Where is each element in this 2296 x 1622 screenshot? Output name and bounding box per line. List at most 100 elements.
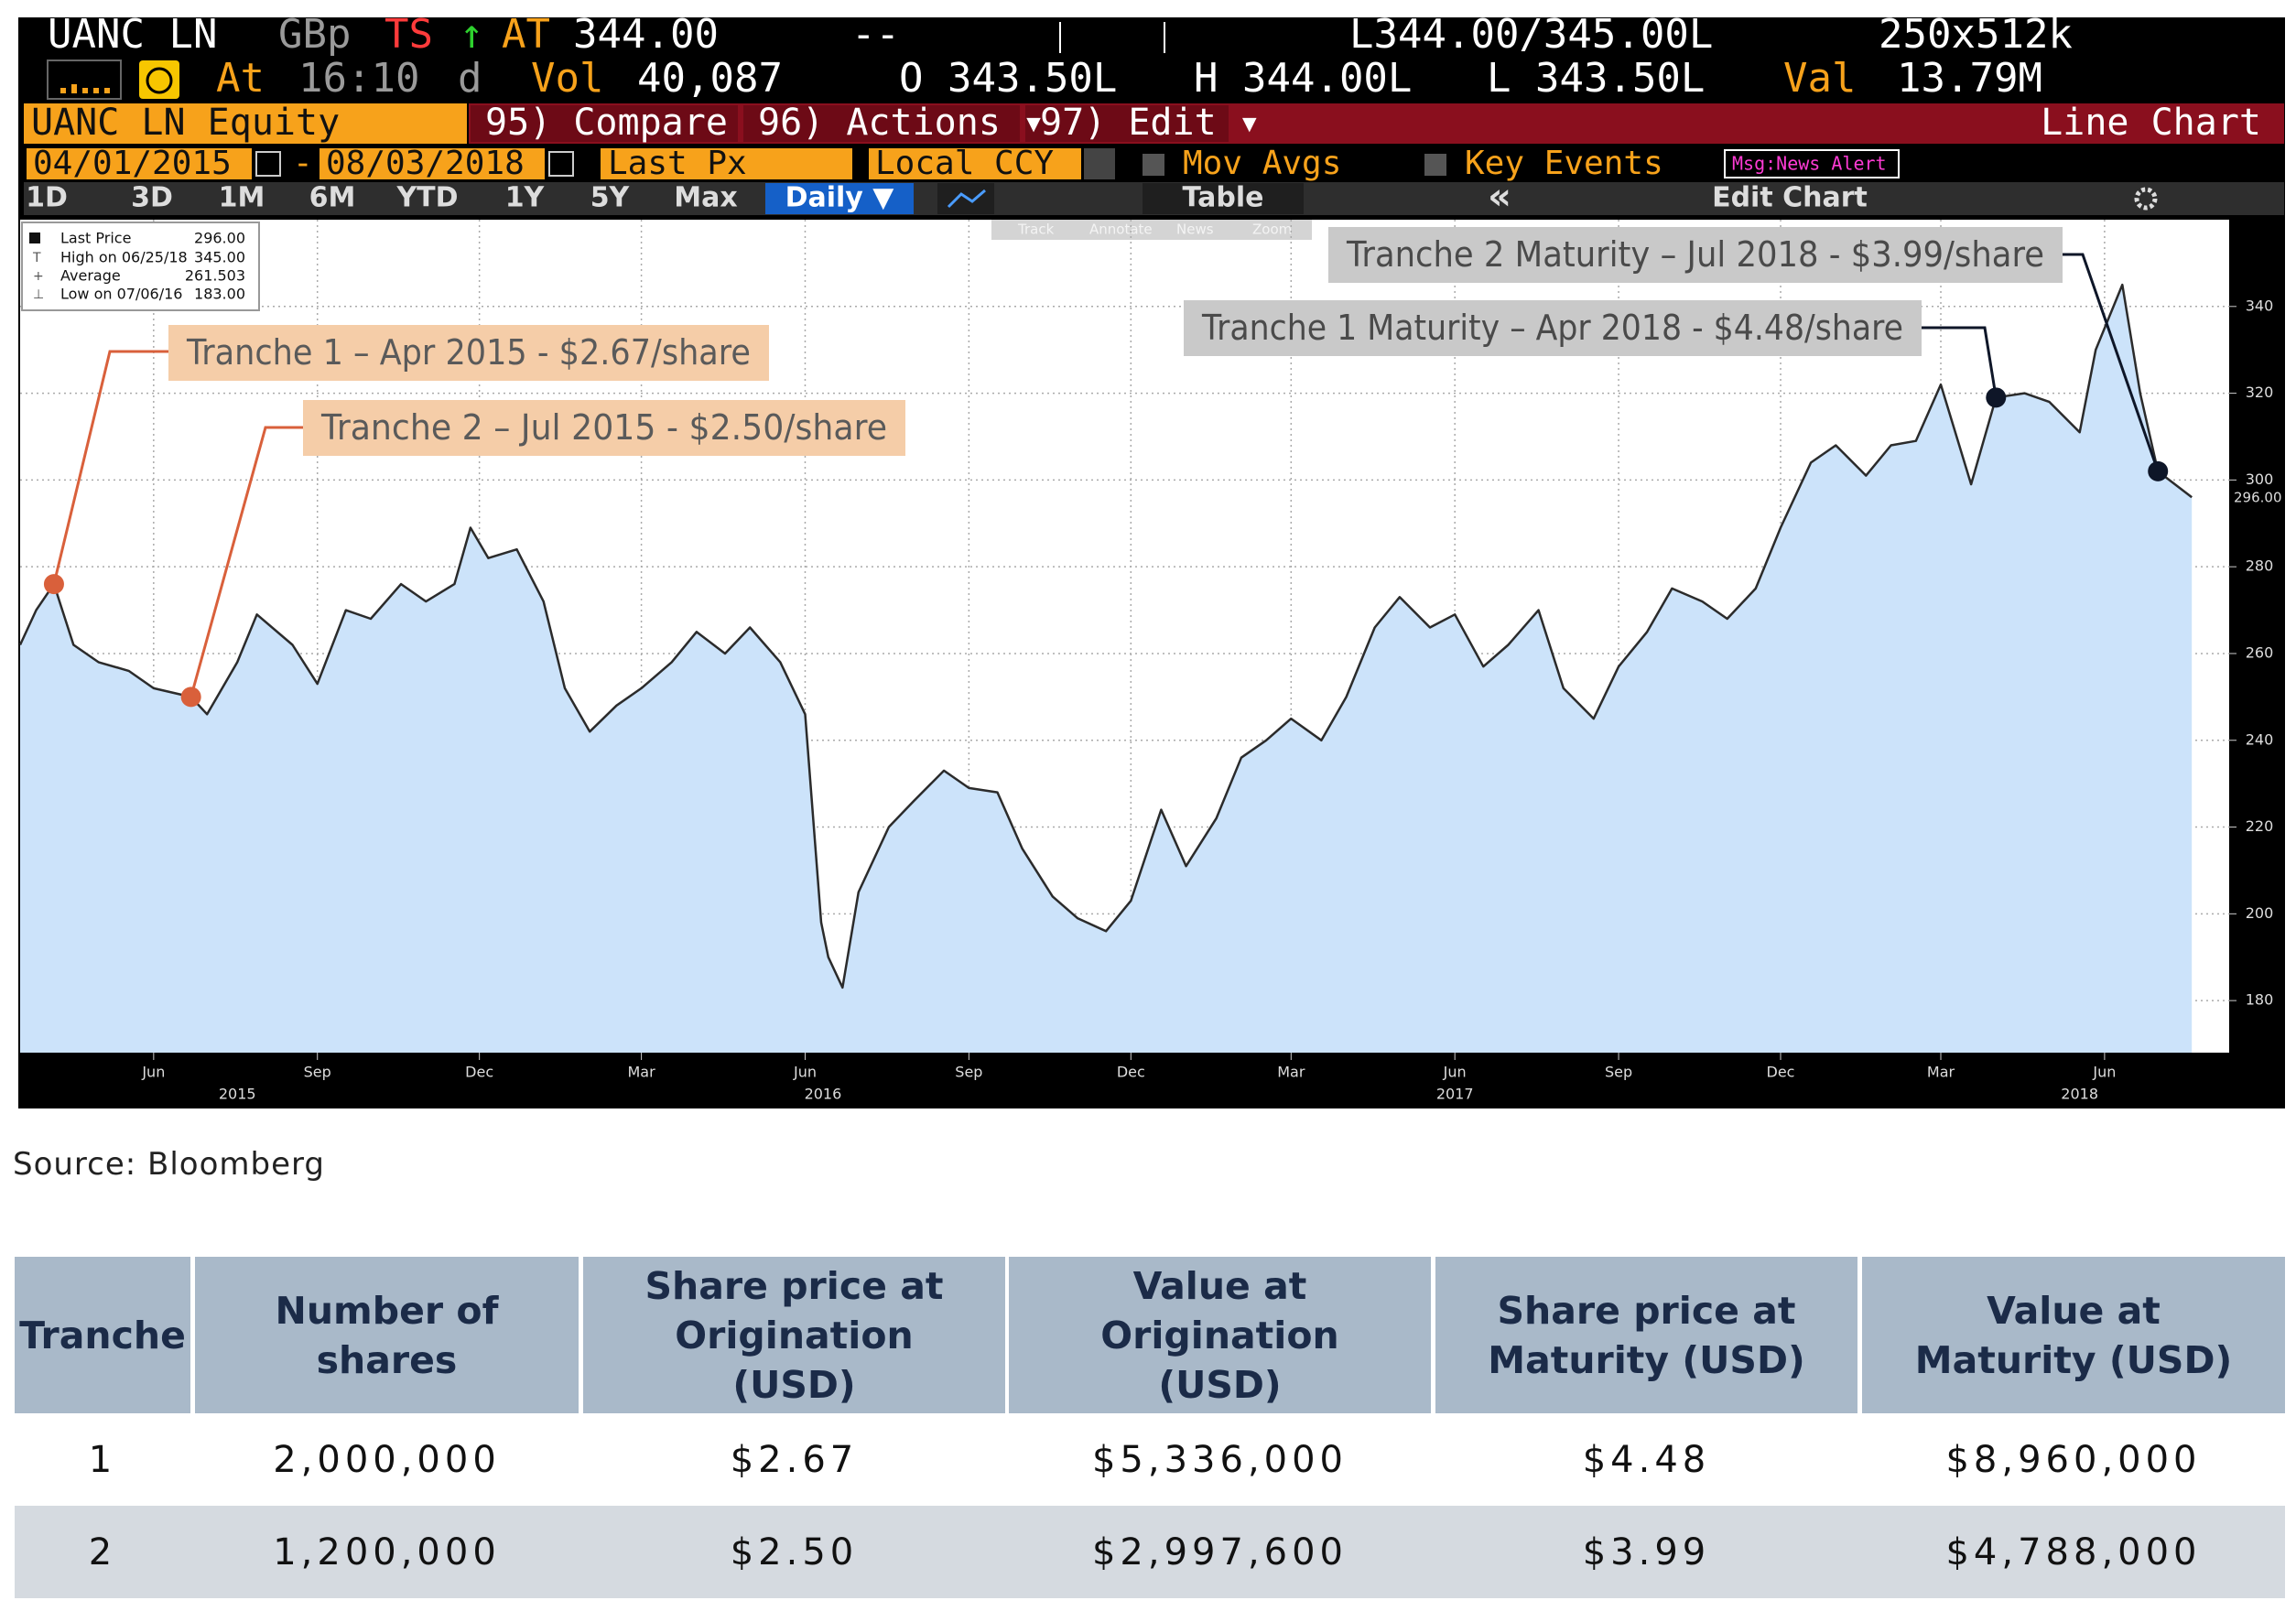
d: d (458, 55, 482, 102)
start-date-field[interactable] (27, 148, 252, 179)
currency: GBp (278, 11, 351, 58)
annotation-text: Tranche 2 – Jul 2015 - $2.50/share (320, 407, 887, 448)
ccy-dropdown[interactable] (1084, 148, 1115, 179)
table-header-cell: Number of shares (195, 1257, 579, 1413)
annotation-dot (180, 687, 201, 708)
period-button[interactable] (765, 183, 914, 214)
chart-tools: Track Annotate News Zoom (991, 220, 1312, 240)
mov-avgs-checkbox[interactable] (1143, 154, 1164, 176)
settings-gear[interactable] (2134, 187, 2158, 211)
table-cell: $5,336,000 (1009, 1413, 1431, 1506)
table-cell: $2,997,600 (1009, 1506, 1431, 1598)
field-select[interactable] (601, 148, 852, 179)
ccy: Local CCY (875, 145, 1054, 182)
range-button[interactable]: YTD (395, 182, 458, 214)
alert-icon-glyph (146, 67, 173, 94)
x-tick-label: Sep (955, 1064, 982, 1081)
chart-tool[interactable]: Track (1017, 222, 1055, 238)
vol: 40,087 (637, 55, 783, 102)
security-field-text: UANC LN Equity (31, 102, 340, 144)
quote-bar: At 16:10 d Vol 40,087 O 343.50L H 344.00… (216, 55, 2042, 102)
at-label: AT (502, 11, 550, 58)
range-button[interactable]: 3D (131, 182, 173, 214)
year-label: 2018 (2061, 1086, 2098, 1103)
range-button[interactable]: 1Y (505, 182, 546, 214)
year-label: 2017 (1436, 1086, 1474, 1103)
x-tick-label: Mar (628, 1064, 656, 1081)
x-tick-label: Jun (141, 1064, 165, 1081)
table-cell: $4.48 (1435, 1413, 1857, 1506)
field: Last Px (608, 145, 747, 182)
edit-button[interactable] (1025, 105, 1229, 142)
annotation-leader (52, 350, 168, 585)
tools-strip (991, 220, 1312, 240)
compare: 95) Compare (485, 102, 728, 144)
menu-texts: UANC LN Equity 95) Compare 96) Actions ▾… (31, 102, 2261, 144)
legend-glyph: T (32, 251, 41, 265)
annotation-dot (43, 574, 64, 595)
year-label: 2016 (805, 1086, 842, 1103)
val: 13.79M (1897, 55, 2042, 102)
security: UANC LN (48, 11, 217, 58)
open: O 343.50L (899, 55, 1117, 102)
table-cell: 2 (15, 1506, 190, 1598)
line-icon (947, 189, 986, 209)
calendar-icon[interactable] (255, 151, 281, 177)
table-cell: 1,200,000 (195, 1506, 579, 1598)
legend-label: Low on 07/06/16 (60, 286, 182, 303)
y-tick-label: 260 (2246, 643, 2274, 661)
y-tick-label: 220 (2246, 817, 2274, 835)
legend-label: Last Price (60, 230, 131, 247)
last-value-label: 296.00 (2234, 490, 2282, 506)
chart-tool[interactable]: Annotate (1089, 222, 1153, 238)
table-cell: 1 (15, 1413, 190, 1506)
actions-button[interactable] (743, 105, 1020, 142)
table-cell: $3.99 (1435, 1506, 1857, 1598)
calendar-icon[interactable] (548, 151, 574, 177)
news-alert-box[interactable] (1724, 149, 1900, 178)
ccy-select[interactable] (869, 148, 1081, 179)
annotation-leader (2063, 253, 2160, 472)
x-tick-label: Jun (793, 1064, 817, 1081)
compare-button[interactable] (471, 105, 738, 142)
y-tick-label: 200 (2246, 904, 2274, 922)
year-label: 2015 (219, 1086, 256, 1103)
legend-value: 345.00 (194, 249, 245, 266)
range-button[interactable]: 5Y (590, 182, 631, 214)
range-button[interactable]: 1D (26, 182, 68, 214)
icon-dots (60, 84, 110, 93)
security-field[interactable] (24, 103, 467, 144)
last: 344.00 (573, 11, 719, 58)
high: H 344.00L (1194, 55, 1412, 102)
alert-icon[interactable] (139, 60, 179, 99)
x-tick-label: Sep (1605, 1064, 1632, 1081)
annotation-leader (1922, 326, 1998, 398)
range-button[interactable]: 1M (219, 182, 265, 214)
chart-tool[interactable]: Zoom (1252, 222, 1292, 238)
y-tick-label: 300 (2246, 470, 2274, 488)
end-date-field[interactable] (319, 148, 545, 179)
table-cell: 2,000,000 (195, 1413, 579, 1506)
table-header-cell: Tranche (15, 1257, 190, 1413)
range-button[interactable]: 6M (309, 182, 356, 214)
edit: 97) Edit ▾ (1040, 102, 1261, 144)
area (20, 285, 2193, 1054)
vol-label: Vol (531, 55, 603, 102)
x-tick-label: Mar (1277, 1064, 1305, 1081)
settings-texts: 04/01/2015 - 08/03/2018 Last Px Local CC… (33, 145, 1887, 182)
legend-label: Average (60, 267, 121, 285)
y-tick-label: 240 (2246, 730, 2274, 748)
x-tick-label: Jun (1443, 1064, 1467, 1081)
table-cell: $4,788,000 (1862, 1506, 2285, 1598)
table-header-cell: Value at Maturity (USD) (1862, 1257, 2285, 1413)
key-events-checkbox[interactable] (1424, 154, 1446, 176)
at-label: At (216, 55, 265, 102)
ts: TS (384, 11, 433, 58)
range-button[interactable]: Max (674, 182, 737, 214)
annotation-text: Tranche 1 – Apr 2015 - $2.67/share (186, 332, 751, 373)
annotation-box (303, 400, 905, 456)
y-tick-label: 320 (2246, 384, 2274, 401)
table-button[interactable] (1143, 183, 1304, 214)
chart-tool[interactable]: News (1176, 222, 1214, 238)
